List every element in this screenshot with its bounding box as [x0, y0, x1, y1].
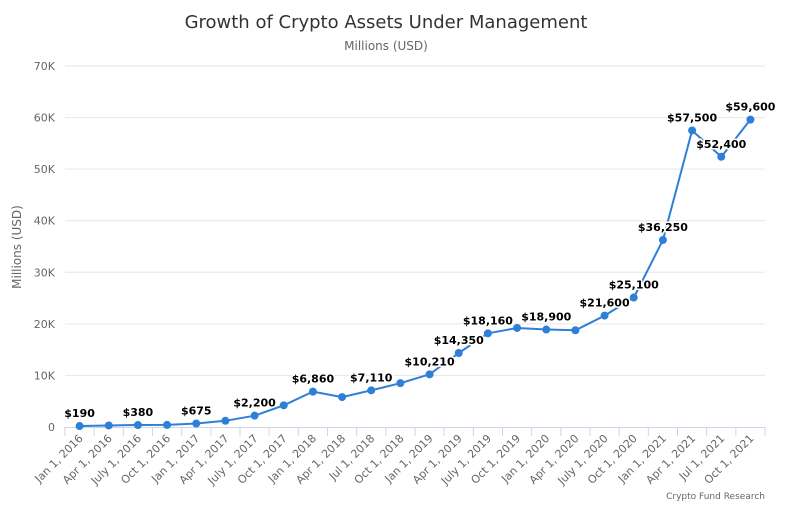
- data-labels: $190 $380 $675 $2,200 $6,860 $7,110 $10,210 $14…: [63, 99, 778, 421]
- data-point[interactable]: [75, 422, 84, 431]
- data-point[interactable]: [338, 393, 347, 402]
- gridlines: [65, 65, 765, 376]
- data-point[interactable]: [542, 325, 551, 334]
- data-point[interactable]: [367, 386, 376, 395]
- data-point[interactable]: [396, 379, 405, 388]
- data-label: $52,400: [696, 138, 746, 151]
- data-label: $14,350: [434, 334, 484, 347]
- data-point[interactable]: [104, 421, 113, 430]
- data-label: $6,860: [292, 373, 335, 386]
- y-tick-label: 50K: [34, 163, 56, 176]
- data-point[interactable]: [133, 421, 142, 430]
- data-point[interactable]: [221, 416, 230, 425]
- data-point[interactable]: [483, 329, 492, 338]
- data-point[interactable]: [454, 348, 463, 357]
- data-label: $25,100: [609, 279, 659, 292]
- data-point[interactable]: [308, 387, 317, 396]
- data-label: $21,600: [580, 297, 630, 310]
- data-label: $18,160: [463, 314, 513, 327]
- chart-subtitle: Millions (USD): [344, 39, 428, 53]
- chart-title: Growth of Crypto Assets Under Management: [185, 12, 588, 33]
- data-point[interactable]: [513, 323, 522, 332]
- data-label: $675: [181, 405, 212, 418]
- y-tick-label: 60K: [34, 112, 56, 125]
- data-point[interactable]: [279, 401, 288, 410]
- y-tick-label: 20K: [34, 318, 56, 331]
- data-point[interactable]: [688, 126, 697, 135]
- data-label: $7,110: [350, 371, 393, 384]
- y-tick-label: 0: [48, 421, 55, 434]
- series-path: [78, 118, 752, 427]
- data-label: $18,900: [521, 311, 571, 324]
- data-point[interactable]: [163, 420, 172, 429]
- data-label: $36,250: [638, 221, 688, 234]
- data-label: $190: [64, 407, 95, 420]
- data-point[interactable]: [425, 370, 434, 379]
- chart-credit: Crypto Fund Research: [666, 492, 765, 502]
- data-label: $57,500: [667, 111, 717, 124]
- y-axis-ticks: 0 10K 20K 30K 40K 50K 60K 70K: [34, 60, 56, 434]
- data-point[interactable]: [629, 293, 638, 302]
- data-label: $380: [123, 406, 154, 419]
- data-point[interactable]: [571, 326, 580, 335]
- data-point[interactable]: [192, 419, 201, 428]
- y-tick-label: 70K: [34, 60, 56, 73]
- y-tick-label: 40K: [34, 215, 56, 228]
- data-label: $10,210: [405, 355, 455, 368]
- data-label: $2,200: [233, 397, 276, 410]
- data-point[interactable]: [746, 115, 755, 124]
- y-tick-label: 10K: [34, 369, 56, 382]
- data-point[interactable]: [250, 411, 259, 420]
- y-axis-label: Millions (USD): [10, 205, 24, 289]
- y-tick-label: 30K: [34, 266, 56, 279]
- data-point[interactable]: [717, 152, 726, 161]
- data-point[interactable]: [600, 311, 609, 320]
- data-label: $59,600: [725, 101, 775, 114]
- data-point[interactable]: [658, 236, 667, 245]
- series-line: [78, 118, 752, 427]
- data-points: [75, 115, 755, 431]
